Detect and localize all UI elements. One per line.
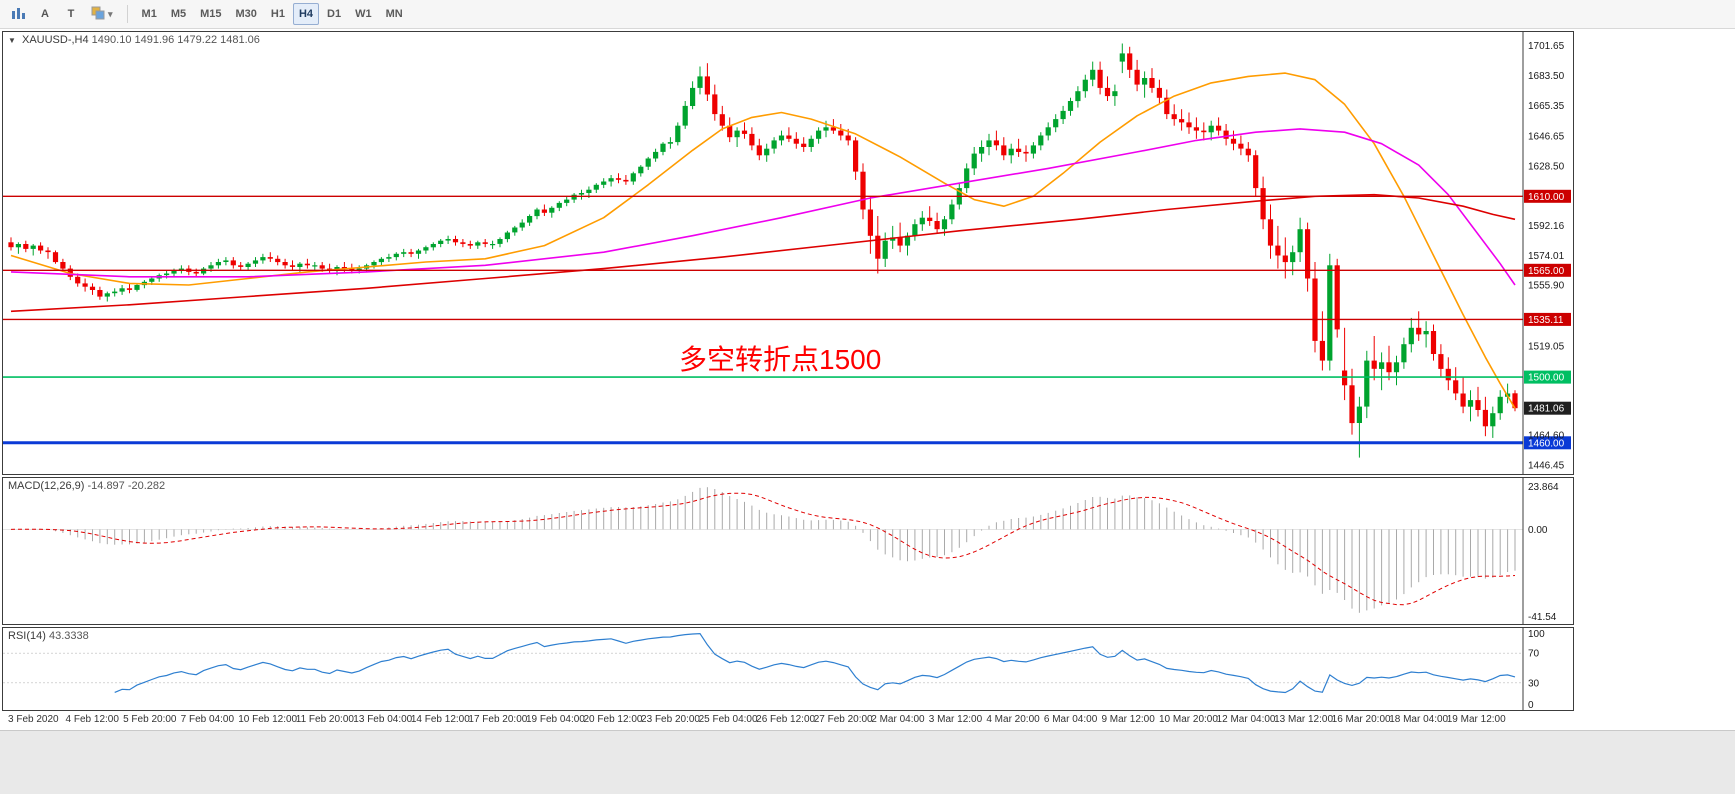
svg-text:1683.50: 1683.50 [1528, 71, 1565, 82]
svg-text:1665.35: 1665.35 [1528, 101, 1565, 112]
time-label: 19 Mar 12:00 [1446, 714, 1506, 725]
time-label: 26 Feb 12:00 [756, 714, 816, 725]
time-label: 5 Feb 20:00 [123, 714, 177, 725]
timeframe-button-w1[interactable]: W1 [349, 3, 378, 25]
time-label: 23 Feb 20:00 [641, 714, 700, 725]
timeframe-button-h4[interactable]: H4 [292, 3, 320, 25]
ma-fast-orange [10, 72, 1516, 409]
time-label: 18 Mar 04:00 [1389, 714, 1449, 725]
timeframe-button-h1[interactable]: H1 [265, 3, 291, 25]
svg-text:1446.45: 1446.45 [1528, 461, 1565, 472]
timeframe-button-m15[interactable]: M15 [194, 3, 227, 25]
timeframe-button-d1[interactable]: D1 [321, 3, 347, 25]
timeframe-button-m30[interactable]: M30 [230, 3, 263, 25]
svg-text:1701.65: 1701.65 [1528, 41, 1565, 52]
chevron-down-icon: ▾ [108, 8, 113, 19]
svg-text:100: 100 [1528, 629, 1545, 640]
rsi-label: RSI(14) 43.3338 [8, 630, 89, 642]
candles-group [8, 43, 1518, 458]
new-chart-button[interactable] [5, 3, 31, 25]
macd-canvas[interactable]: 23.864 0.00 -41.54 [3, 478, 1573, 624]
svg-text:0: 0 [1528, 700, 1534, 710]
time-label: 25 Feb 04:00 [698, 714, 758, 725]
svg-text:1628.50: 1628.50 [1528, 161, 1565, 172]
text-annotation-button[interactable]: A [33, 3, 57, 25]
time-label: 9 Mar 12:00 [1101, 714, 1155, 725]
text-label-button[interactable]: T [59, 3, 83, 25]
macd-signal-line [10, 492, 1516, 606]
svg-text:-41.54: -41.54 [1528, 612, 1557, 623]
symbol-timeframe-text: XAUUSD-,H4 [21, 34, 89, 46]
svg-text:1460.00: 1460.00 [1528, 438, 1565, 449]
main-chart-panel: 1610.00 1565.00 1535.11 1500.00 1460.00 1701.… [2, 31, 1574, 475]
time-label: 10 Mar 20:00 [1159, 714, 1218, 725]
svg-text:1565.00: 1565.00 [1528, 266, 1565, 277]
time-axis[interactable]: 3 Feb 2020 4 Feb 12:00 5 Feb 20:00 7 Feb 04… [2, 712, 1574, 729]
time-label: 11 Feb 20:00 [295, 714, 354, 725]
timeframe-button-m5[interactable]: M5 [165, 3, 192, 25]
svg-text:70: 70 [1528, 649, 1540, 660]
svg-text:1464.60: 1464.60 [1528, 431, 1565, 442]
time-label: 19 Feb 04:00 [525, 714, 585, 725]
time-label: 27 Feb 20:00 [813, 714, 873, 725]
time-label: 6 Mar 04:00 [1043, 714, 1098, 725]
toolbar-separator [126, 5, 128, 23]
svg-text:1535.11: 1535.11 [1528, 315, 1564, 326]
chart-symbol-label: ▼ XAUUSD-,H4 1490.10 1491.96 1479.22 148… [8, 34, 260, 46]
chart-text-annotation[interactable]: 多空转折点1500 [679, 344, 882, 375]
macd-histogram [17, 487, 1516, 613]
time-label: 7 Feb 04:00 [180, 714, 235, 725]
rsi-title: RSI(14) [8, 630, 46, 642]
macd-title: MACD(12,26,9) [8, 480, 85, 492]
time-label: 10 Feb 12:00 [238, 714, 298, 725]
svg-text:1592.16: 1592.16 [1528, 221, 1565, 232]
svg-text:1500.00: 1500.00 [1528, 373, 1565, 384]
main-chart-canvas[interactable]: 1610.00 1565.00 1535.11 1500.00 1460.00 1701.… [3, 32, 1573, 474]
svg-text:1574.01: 1574.01 [1528, 251, 1565, 262]
rsi-canvas[interactable]: 100 70 30 0 [3, 628, 1573, 710]
chart-style-dropdown-button[interactable]: ▾ [85, 3, 119, 25]
palette-icon [91, 6, 105, 23]
ma-slow-red [10, 193, 1516, 313]
time-label: 3 Mar 12:00 [928, 714, 983, 725]
rsi-line [114, 632, 1516, 694]
time-label: 17 Feb 20:00 [468, 714, 528, 725]
time-label: 4 Mar 20:00 [986, 714, 1040, 725]
svg-text:0.00: 0.00 [1528, 525, 1548, 536]
macd-values: -14.897 -20.282 [87, 480, 166, 492]
timeframe-group: M1 M5 M15 M30 H1 H4 D1 W1 MN [136, 3, 409, 25]
timeframe-button-m1[interactable]: M1 [136, 3, 163, 25]
svg-text:1610.00: 1610.00 [1528, 192, 1565, 203]
time-label: 20 Feb 12:00 [583, 714, 643, 725]
triangle-down-icon: ▼ [8, 36, 16, 45]
time-label: 13 Mar 12:00 [1274, 714, 1334, 725]
macd-label: MACD(12,26,9) -14.897 -20.282 [8, 480, 165, 492]
svg-text:1555.90: 1555.90 [1528, 281, 1565, 292]
ma-mid-magenta [10, 128, 1516, 286]
time-label: 3 Feb 2020 [8, 714, 59, 725]
time-label: 16 Mar 20:00 [1331, 714, 1391, 725]
ohlc-values: 1490.10 1491.96 1479.22 1481.06 [91, 34, 260, 46]
svg-text:30: 30 [1528, 678, 1540, 689]
time-label: 14 Feb 12:00 [410, 714, 470, 725]
svg-text:1646.65: 1646.65 [1528, 132, 1565, 143]
bar-chart-icon [11, 6, 25, 23]
rsi-value: 43.3338 [48, 630, 89, 642]
time-label: 2 Mar 04:00 [871, 714, 925, 725]
svg-text:1481.06: 1481.06 [1528, 404, 1565, 415]
time-label: 4 Feb 12:00 [65, 714, 119, 725]
footer-strip [0, 730, 1735, 794]
svg-text:1519.05: 1519.05 [1528, 341, 1565, 352]
toolbar: A T ▾ M1 M5 M15 M30 H1 H4 D1 W1 MN [0, 0, 1735, 29]
time-label: 12 Mar 04:00 [1216, 714, 1276, 725]
rsi-panel: 100 70 30 0 RSI(14) 43.3338 [2, 627, 1574, 711]
macd-panel: 23.864 0.00 -41.54 MACD(12,26,9) -14.897 -… [2, 477, 1574, 625]
timeframe-button-mn[interactable]: MN [380, 3, 409, 25]
time-label: 13 Feb 04:00 [353, 714, 413, 725]
svg-text:23.864: 23.864 [1528, 482, 1559, 493]
